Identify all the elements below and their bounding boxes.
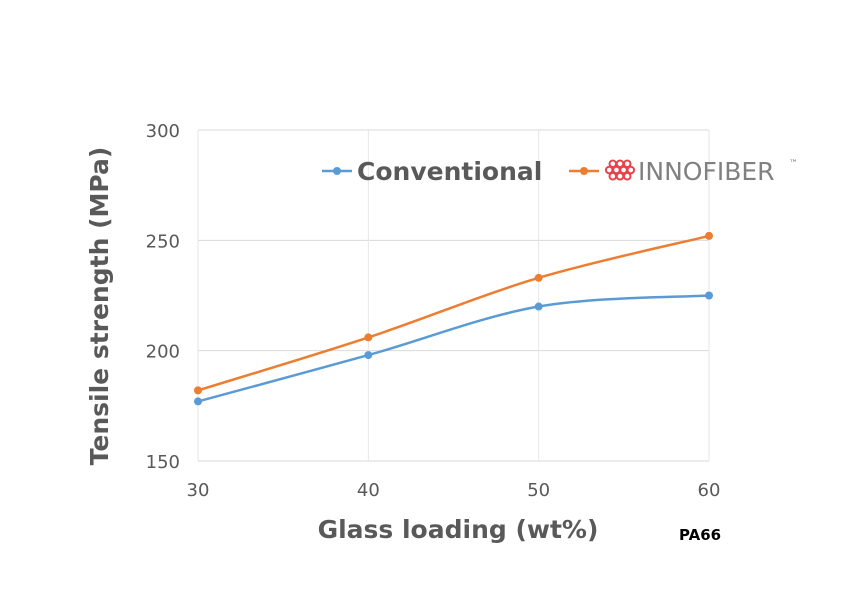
y-tick-label: 200 xyxy=(146,342,180,363)
legend-item-conventional: Conventional xyxy=(322,157,542,186)
series-line-conventional xyxy=(196,294,711,403)
x-tick-labels: 30 40 50 60 xyxy=(187,480,721,501)
series-lines xyxy=(194,231,713,406)
legend-item-innofiber: INNOFIBER ™ xyxy=(569,157,798,186)
legend-label-innofiber: INNOFIBER xyxy=(638,157,775,186)
legend: Conventional INNOFIBER ™ xyxy=(322,157,798,186)
red-dots-logo-icon xyxy=(604,159,636,181)
legend-label-conventional: Conventional xyxy=(357,157,542,186)
logo-dot xyxy=(608,171,618,181)
x-tick-label: 60 xyxy=(698,480,721,501)
y-tick-label: 250 xyxy=(146,231,180,252)
x-axis-title: Glass loading (wt%) xyxy=(318,515,599,544)
y-tick-label: 150 xyxy=(146,452,180,473)
x-tick-label: 40 xyxy=(357,480,380,501)
y-tick-label: 300 xyxy=(146,121,180,142)
logo-dot xyxy=(626,165,636,175)
data-point-conventional-50 xyxy=(534,302,543,311)
y-tick-labels: 150 200 250 300 xyxy=(146,121,180,473)
legend-marker-innofiber xyxy=(580,167,588,175)
logo-dot xyxy=(622,159,632,169)
series-line-innofiber xyxy=(196,234,711,392)
logo-dot xyxy=(615,171,625,181)
logo-dot xyxy=(622,171,632,181)
data-point-innofiber-40 xyxy=(364,333,373,342)
data-point-conventional-60 xyxy=(705,291,713,300)
legend-marker-conventional xyxy=(333,167,341,175)
x-tick-label: 50 xyxy=(527,480,550,501)
data-point-innofiber-60 xyxy=(705,231,713,240)
data-point-conventional-40 xyxy=(364,351,373,360)
data-point-conventional-30 xyxy=(194,397,202,406)
trademark-symbol: ™ xyxy=(789,159,798,169)
y-axis-title: Tensile strength (MPa) xyxy=(85,147,114,466)
annotation-pa66: PA66 xyxy=(679,526,721,544)
data-point-innofiber-30 xyxy=(194,386,202,395)
x-tick-label: 30 xyxy=(187,480,210,501)
data-point-innofiber-50 xyxy=(534,273,543,282)
gridlines xyxy=(197,129,710,462)
